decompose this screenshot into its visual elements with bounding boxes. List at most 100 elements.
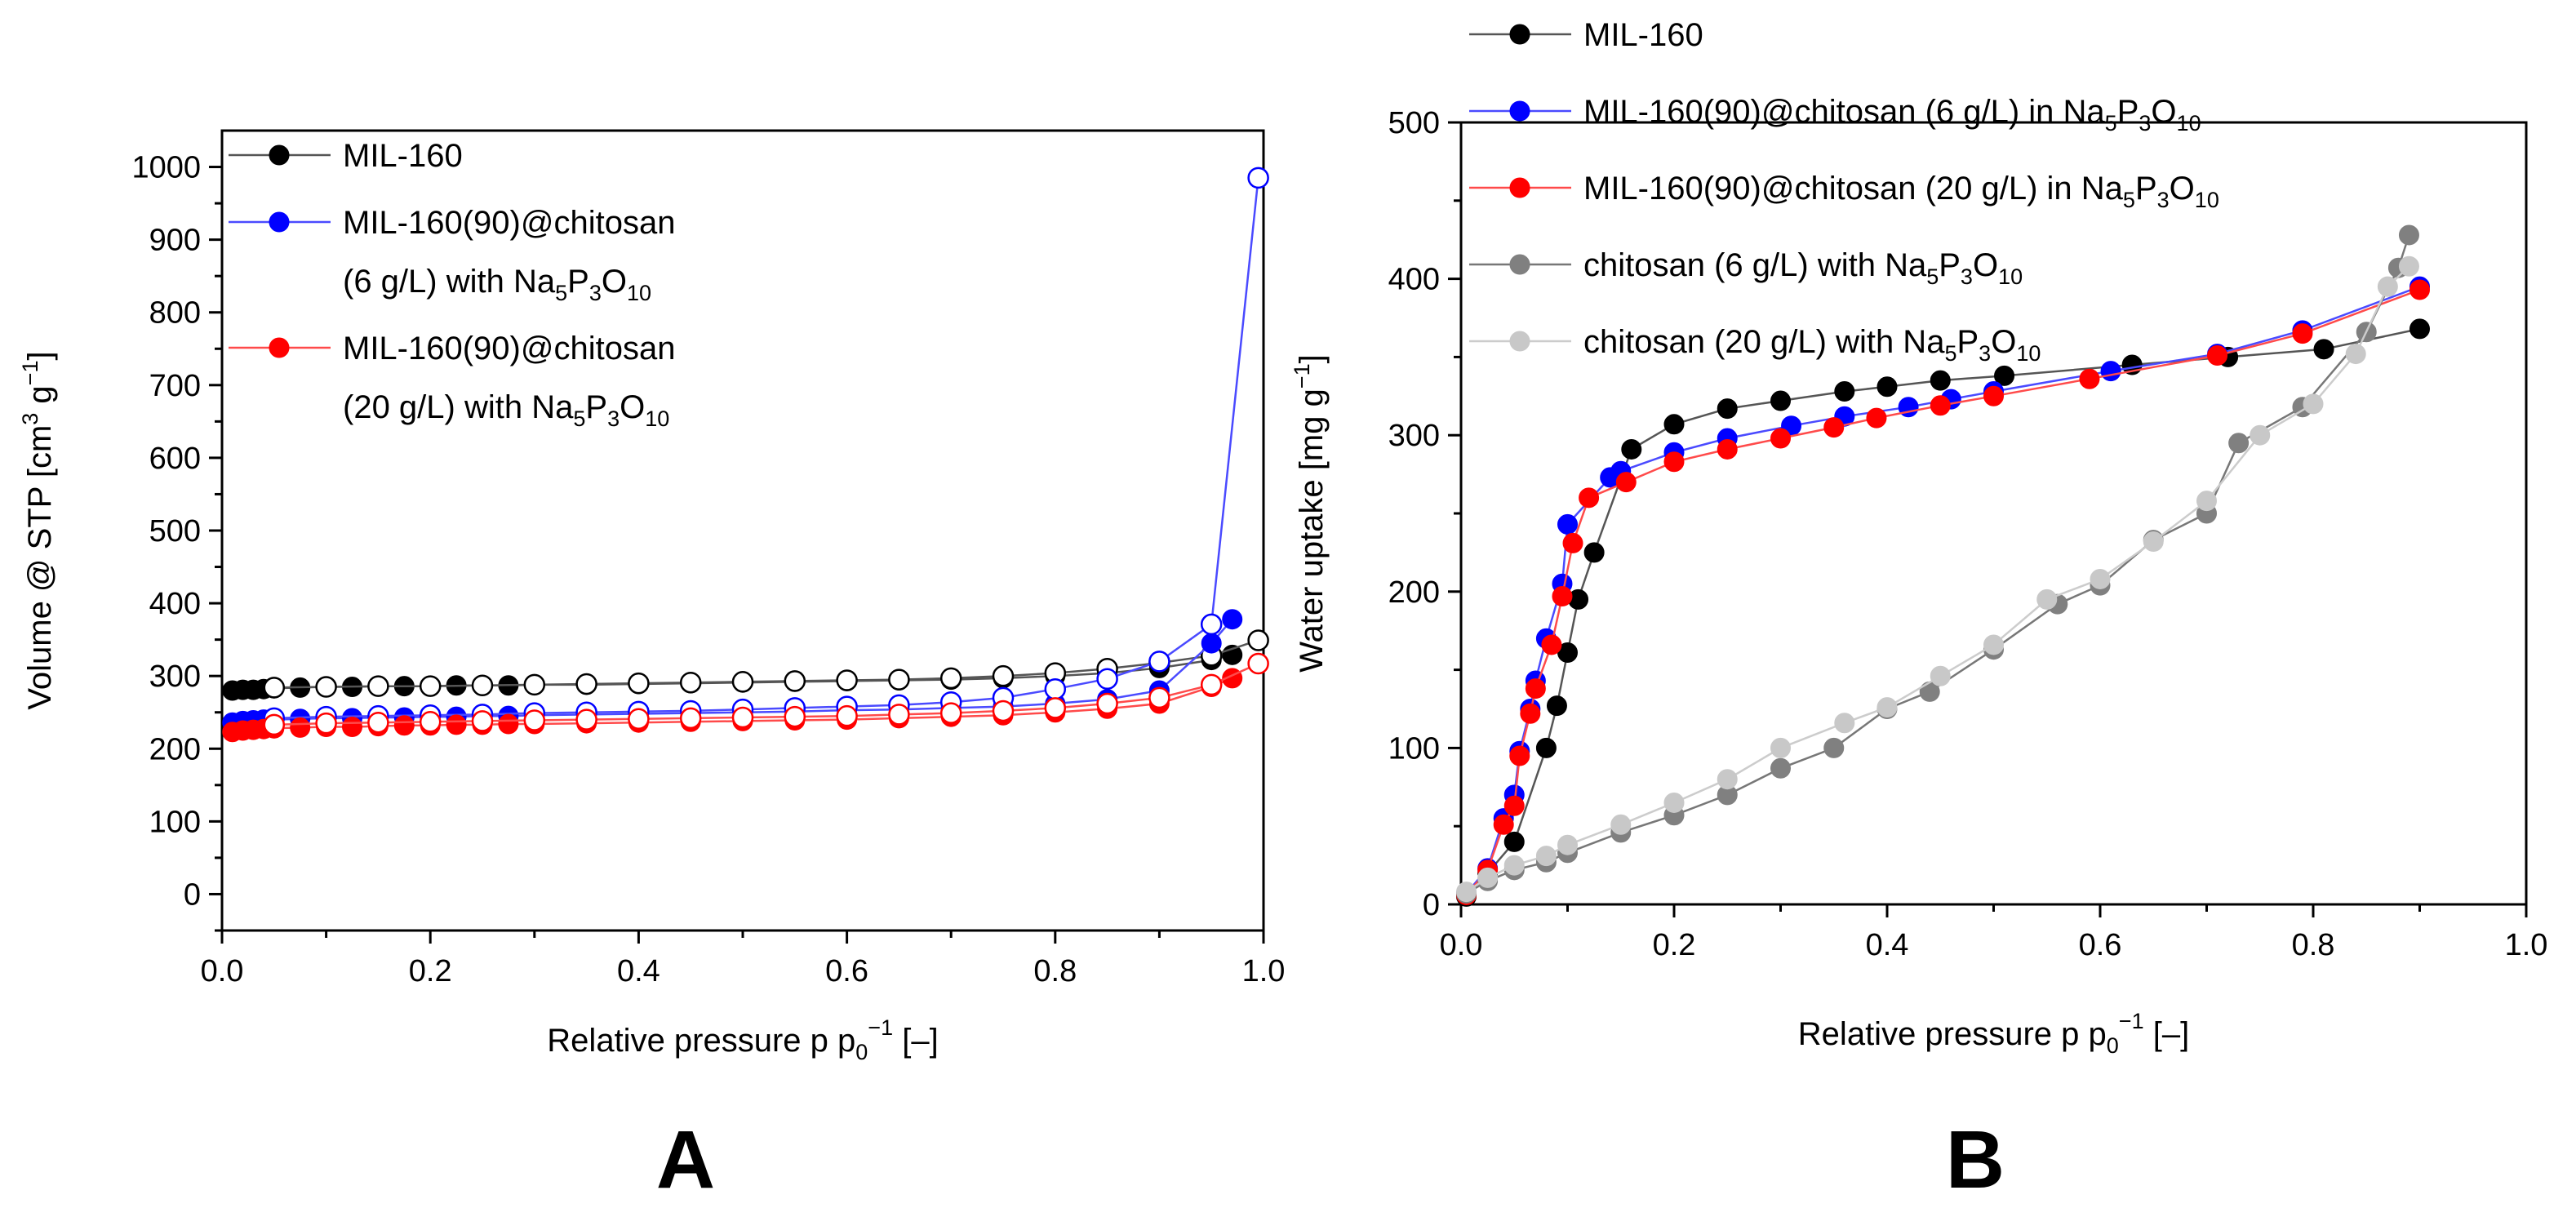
legend-text: P [585,389,607,425]
x-axis-label: Relative pressure p p0−1 [–] [1798,1009,2189,1058]
legend-subscript: 3 [1961,264,1973,289]
legend-marker [1509,331,1530,352]
data-point-uptake [1535,846,1557,867]
data-point-desorption [1200,613,1223,636]
data-point-uptake [1717,769,1738,790]
data-point-desorption [1044,697,1067,719]
legend-subscript: 3 [1979,341,1991,366]
legend-text: O [2151,94,2176,130]
chart-panel-a: 0.0 0.2 0.4 0.6 0.8 1.00100200300400500600700… [18,129,1285,1206]
data-point-uptake [1610,814,1632,835]
y-tick-label: 0 [184,877,201,912]
data-point-desorption [263,713,286,736]
data-point-adsorption [393,715,415,736]
data-point-desorption [1096,692,1118,715]
legend-entry-2: MIL-160(90)@chitosan (6 g/L) with Na5P3O1… [229,205,675,305]
data-point-adsorption [290,717,311,738]
data-point-uptake [1930,395,1951,416]
x-label-sup: −1 [868,1015,893,1040]
data-point-uptake [1552,586,1573,607]
panel-label: B [1946,1114,2005,1206]
data-point-uptake [2409,279,2430,300]
legend-entry-5: chitosan (20 g/L) with Na5P3O10 [1469,324,2041,366]
data-point-uptake [2207,344,2228,366]
legend-entry-1: MIL-160 [229,138,463,174]
x-tick-label: 0.8 [2292,928,2335,962]
data-point-uptake [2100,361,2121,382]
legend-marker [1509,24,1530,45]
legend-text: MIL-160(90)@chitosan [343,205,675,241]
x-tick-label: 0.2 [1653,928,1696,962]
legend-subscript: 10 [645,406,669,431]
legend-label: MIL-160(90)@chitosan [343,205,675,241]
legend-subscript: 10 [2195,188,2219,212]
x-tick-label: 0.4 [1866,928,1909,962]
data-point-desorption [315,712,337,735]
data-point-uptake [1983,385,2004,406]
data-point-uptake [1456,882,1477,903]
data-point-uptake [1562,532,1583,553]
legend-label: (6 g/L) with Na5P3O10 [343,264,651,305]
data-point-uptake [2079,368,2100,389]
data-point-adsorption [446,714,467,735]
data-point-uptake [2313,339,2334,360]
legend-text: (20 g/L) with Na [343,389,574,425]
data-point-uptake [1477,867,1499,888]
data-point-desorption [731,671,754,693]
legend-label: (20 g/L) with Na5P3O10 [343,389,669,431]
data-point-uptake [1525,678,1546,700]
data-point-uptake [1983,634,2004,655]
data-point-uptake [1876,697,1898,718]
legend-subscript: 5 [1926,264,1939,289]
data-point-uptake [1520,703,1541,724]
data-point-uptake [1663,414,1685,435]
data-point-desorption [1148,651,1170,673]
data-point-uptake [1823,737,1845,758]
legend-text: (6 g/L) with Na [343,264,556,300]
data-point-uptake [1994,365,2015,386]
data-point-desorption [731,706,754,729]
series-line-uptake [1465,265,2410,893]
data-point-desorption [575,673,597,695]
x-tick-label: 0.6 [2079,928,2122,962]
x-tick-label: 0.8 [1033,954,1077,988]
data-point-desorption [419,711,442,733]
legend-text: P [567,264,589,300]
legend-label: MIL-160(90)@chitosan (20 g/L) in Na5P3O1… [1583,171,2219,212]
legend-label: chitosan (6 g/L) with Na5P3O10 [1583,247,2023,289]
x-tick-label: 0.0 [1440,928,1483,962]
y-tick-label: 300 [1388,419,1440,453]
data-point-desorption [888,704,910,726]
data-point-uptake [2409,318,2430,340]
data-point-uptake [2292,323,2313,344]
data-point-uptake [1579,487,1600,509]
legend-subscript: 5 [2123,188,2135,212]
data-point-desorption [523,673,546,696]
data-point-desorption [628,708,650,730]
data-point-uptake [1717,438,1738,460]
data-point-desorption [471,710,494,732]
y-tick-label: 500 [149,514,201,549]
legend-text: MIL-160(90)@chitosan (20 g/L) in Na [1583,171,2124,207]
legend-marker [269,211,290,233]
data-point-desorption [836,704,858,727]
legend-subscript: 10 [627,281,651,305]
data-point-desorption [992,700,1015,722]
data-point-uptake [1717,398,1738,420]
legend-label: MIL-160 [343,138,463,174]
data-point-uptake [2345,344,2366,365]
y-label-tail: ] [1294,354,1330,363]
legend-marker [1509,254,1530,275]
data-point-uptake [2228,433,2250,454]
series-5 [1456,255,2419,903]
data-point-uptake [1866,407,1887,429]
legend-subscript: 10 [1998,264,2023,289]
data-point-uptake [2036,589,2058,610]
legend-subscript: 3 [2157,188,2170,212]
legend-text: P [2117,94,2139,130]
data-point-desorption [784,705,806,728]
data-point-uptake [1557,513,1578,535]
x-label-sub: 0 [2107,1033,2119,1058]
data-point-desorption [679,671,702,694]
